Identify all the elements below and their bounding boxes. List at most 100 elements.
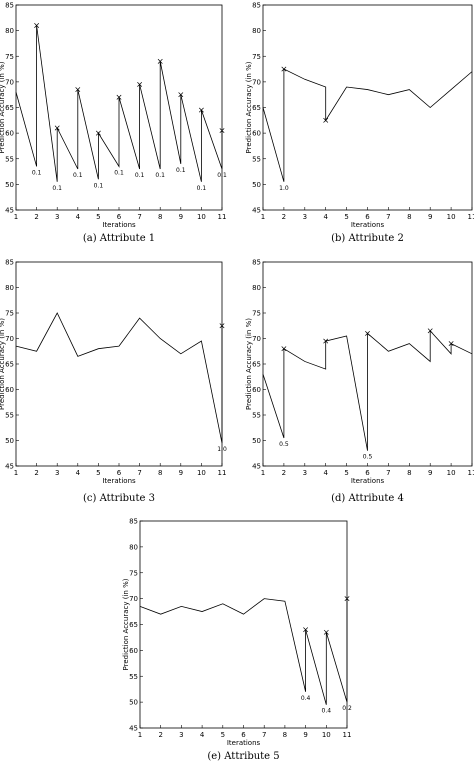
x-marker <box>137 81 143 87</box>
point-annotation: 1.0 <box>279 185 289 192</box>
y-tick-label: 55 <box>252 155 261 163</box>
y-tick-label: 65 <box>5 361 14 369</box>
x-tick-label: 6 <box>241 731 246 739</box>
x-tick-label: 4 <box>76 469 81 477</box>
x-tick-label: 8 <box>407 469 411 477</box>
y-tick-label: 70 <box>129 595 138 603</box>
y-tick-label: 70 <box>252 335 261 343</box>
x-tick-label: 9 <box>303 731 307 739</box>
y-tick-label: 45 <box>5 207 14 215</box>
x-tick-label: 6 <box>117 469 122 477</box>
x-marker <box>365 330 370 336</box>
subplot: 4550556065707580851234567891011Iteration… <box>245 2 474 245</box>
y-tick-label: 60 <box>252 130 261 138</box>
x-tick-label: 1 <box>138 731 142 739</box>
caption: (b) Attribute 2 <box>331 233 404 244</box>
x-tick-label: 7 <box>137 469 141 477</box>
y-tick-label: 80 <box>5 27 14 35</box>
x-tick-label: 1 <box>14 469 18 477</box>
y-tick-label: 85 <box>5 259 14 267</box>
x-tick-label: 9 <box>428 469 432 477</box>
data-line <box>262 329 473 451</box>
caption: (d) Attribute 4 <box>331 493 404 504</box>
x-tick-label: 3 <box>55 469 59 477</box>
x-marker <box>75 87 81 93</box>
x-marker <box>323 629 329 635</box>
plot-frame <box>15 261 223 467</box>
point-annotation: 0.2 <box>342 705 352 712</box>
x-tick-label: 10 <box>197 469 206 477</box>
y-tick-label: 80 <box>252 284 261 292</box>
x-tick-label: 10 <box>197 213 206 221</box>
x-tick-label: 7 <box>386 469 390 477</box>
x-tick-label: 5 <box>96 213 100 221</box>
x-axis-label: Iterations <box>227 739 261 747</box>
x-tick-label: 6 <box>117 213 122 221</box>
y-tick-label: 80 <box>252 27 261 35</box>
y-tick-label: 60 <box>252 386 261 394</box>
y-axis-label: Prediction Accuracy (in %) <box>122 578 130 670</box>
x-marker <box>427 328 433 334</box>
x-marker <box>54 125 60 131</box>
y-tick-label: 55 <box>252 412 261 420</box>
x-tick-label: 8 <box>283 731 287 739</box>
y-tick-label: 75 <box>129 569 138 577</box>
plot-frame <box>262 4 473 211</box>
y-tick-label: 85 <box>252 2 261 10</box>
x-tick-label: 3 <box>303 213 307 221</box>
caption: (c) Attribute 3 <box>83 493 155 504</box>
point-annotation: 0.5 <box>279 441 289 448</box>
y-tick-label: 65 <box>129 621 138 629</box>
x-marker <box>178 92 184 98</box>
point-annotation: 0.1 <box>73 172 83 179</box>
y-tick-label: 55 <box>5 155 14 163</box>
point-annotation: 0.4 <box>301 695 311 702</box>
x-tick-label: 10 <box>447 469 456 477</box>
y-axis-label: Prediction Accuracy (in %) <box>0 61 6 153</box>
x-marker <box>34 23 40 28</box>
y-tick-label: 45 <box>252 207 261 215</box>
x-tick-label: 5 <box>344 213 348 221</box>
x-marker <box>219 323 225 329</box>
x-marker <box>303 627 309 633</box>
y-tick-label: 50 <box>5 181 14 189</box>
y-tick-label: 80 <box>5 284 14 292</box>
x-tick-label: 10 <box>322 731 331 739</box>
x-tick-label: 6 <box>365 213 370 221</box>
x-tick-label: 5 <box>344 469 348 477</box>
x-marker <box>323 338 329 344</box>
x-tick-label: 7 <box>137 213 141 221</box>
x-tick-label: 4 <box>200 731 205 739</box>
x-axis-label: Iterations <box>351 477 385 485</box>
caption: (a) Attribute 1 <box>83 233 155 244</box>
x-axis-label: Iterations <box>351 221 385 229</box>
y-tick-label: 55 <box>5 412 14 420</box>
x-marker <box>448 341 454 347</box>
y-tick-label: 80 <box>129 543 138 551</box>
x-tick-label: 11 <box>218 469 227 477</box>
x-tick-label: 11 <box>468 469 474 477</box>
plot-frame <box>139 520 348 729</box>
y-tick-label: 60 <box>5 130 14 138</box>
y-tick-label: 75 <box>252 53 261 61</box>
x-tick-label: 11 <box>343 731 352 739</box>
y-axis-label: Prediction Accuracy (in %) <box>245 61 253 153</box>
x-tick-label: 3 <box>55 213 59 221</box>
data-line <box>15 312 223 444</box>
y-tick-label: 85 <box>129 518 138 526</box>
data-line <box>15 25 223 182</box>
x-marker <box>198 107 204 113</box>
y-tick-label: 50 <box>129 699 138 707</box>
point-annotation: 0.1 <box>114 169 124 176</box>
x-tick-label: 3 <box>179 731 183 739</box>
y-tick-label: 65 <box>252 104 261 112</box>
x-marker <box>323 117 329 123</box>
x-tick-label: 7 <box>262 731 266 739</box>
x-tick-label: 10 <box>447 213 456 221</box>
x-tick-label: 7 <box>386 213 390 221</box>
y-tick-label: 60 <box>5 386 14 394</box>
y-tick-label: 50 <box>252 181 261 189</box>
y-axis-label: Prediction Accuracy (in %) <box>245 318 253 410</box>
y-tick-label: 75 <box>5 53 14 61</box>
